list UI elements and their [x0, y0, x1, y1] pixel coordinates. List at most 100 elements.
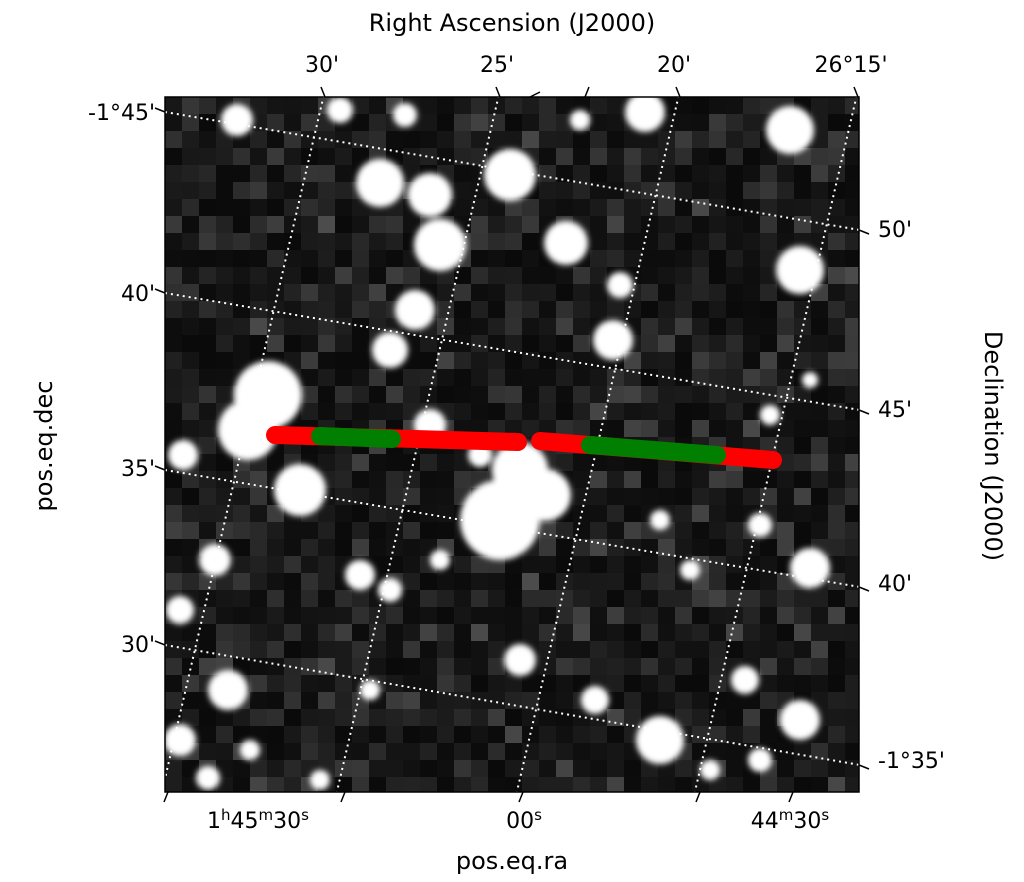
noise-pixel [675, 488, 692, 505]
noise-pixel [658, 573, 675, 590]
noise-pixel [267, 165, 284, 182]
noise-pixel [709, 403, 726, 420]
noise-pixel [403, 148, 420, 165]
noise-pixel [539, 386, 556, 403]
noise-pixel [369, 216, 386, 233]
noise-pixel [454, 556, 471, 573]
noise-pixel [301, 216, 318, 233]
noise-pixel [471, 97, 488, 114]
noise-pixel [539, 556, 556, 573]
noise-pixel [403, 624, 420, 641]
noise-pixel [607, 454, 624, 471]
noise-pixel [403, 352, 420, 369]
noise-pixel [811, 386, 828, 403]
noise-pixel [403, 641, 420, 658]
noise-pixel [216, 726, 233, 743]
noise-pixel [539, 539, 556, 556]
noise-pixel [556, 726, 573, 743]
star [218, 400, 278, 460]
noise-pixel [811, 420, 828, 437]
noise-pixel [318, 318, 335, 335]
noise-pixel [709, 165, 726, 182]
noise-pixel [437, 267, 454, 284]
noise-pixel [556, 641, 573, 658]
noise-pixel [743, 403, 760, 420]
bottom-tick-label: 44m30s [751, 806, 830, 834]
noise-pixel [556, 522, 573, 539]
noise-pixel [624, 641, 641, 658]
noise-pixel [743, 284, 760, 301]
noise-pixel [165, 386, 182, 403]
noise-pixel [216, 301, 233, 318]
noise-pixel [471, 369, 488, 386]
noise-pixel [624, 692, 641, 709]
noise-pixel [386, 726, 403, 743]
noise-pixel [709, 114, 726, 131]
tick-mark [320, 86, 326, 98]
noise-pixel [522, 216, 539, 233]
noise-pixel [284, 709, 301, 726]
noise-pixel [794, 165, 811, 182]
noise-pixel [658, 777, 675, 792]
noise-pixel [590, 216, 607, 233]
noise-pixel [250, 301, 267, 318]
noise-pixel [828, 114, 845, 131]
noise-pixel [709, 624, 726, 641]
noise-pixel [386, 250, 403, 267]
noise-pixel [675, 97, 692, 114]
noise-pixel [233, 624, 250, 641]
noise-pixel [743, 420, 760, 437]
noise-pixel [182, 692, 199, 709]
noise-pixel [709, 675, 726, 692]
noise-pixel [335, 233, 352, 250]
noise-pixel [590, 522, 607, 539]
noise-pixel [760, 148, 777, 165]
noise-pixel [233, 216, 250, 233]
noise-pixel [471, 352, 488, 369]
noise-pixel [352, 250, 369, 267]
noise-pixel [641, 386, 658, 403]
noise-pixel [624, 403, 641, 420]
noise-pixel [199, 641, 216, 658]
noise-pixel [828, 471, 845, 488]
noise-pixel [386, 658, 403, 675]
noise-pixel [828, 267, 845, 284]
noise-pixel [828, 165, 845, 182]
noise-pixel [607, 743, 624, 760]
noise-pixel [301, 114, 318, 131]
noise-pixel [301, 335, 318, 352]
noise-pixel [335, 284, 352, 301]
noise-pixel [267, 522, 284, 539]
noise-pixel [743, 97, 760, 114]
noise-pixel [828, 386, 845, 403]
noise-pixel [165, 369, 182, 386]
right-tick-label: 40' [878, 572, 912, 597]
noise-pixel [182, 760, 199, 777]
noise-pixel [352, 488, 369, 505]
noise-pixel [828, 539, 845, 556]
noise-pixel [539, 709, 556, 726]
star [240, 740, 260, 760]
noise-pixel [369, 658, 386, 675]
noise-pixel [182, 148, 199, 165]
noise-pixel [318, 454, 335, 471]
noise-pixel [590, 199, 607, 216]
noise-pixel [845, 335, 859, 352]
star [199, 544, 231, 576]
noise-pixel [352, 658, 369, 675]
noise-pixel [692, 301, 709, 318]
noise-pixel [233, 233, 250, 250]
noise-pixel [403, 386, 420, 403]
noise-pixel [284, 199, 301, 216]
noise-pixel [556, 148, 573, 165]
star [327, 97, 353, 123]
top-axis-title: Right Ascension (J2000) [369, 9, 656, 37]
noise-pixel [556, 318, 573, 335]
noise-pixel [726, 743, 743, 760]
star [345, 560, 375, 590]
noise-pixel [760, 658, 777, 675]
noise-pixel [386, 760, 403, 777]
noise-pixel [641, 590, 658, 607]
noise-pixel [318, 522, 335, 539]
